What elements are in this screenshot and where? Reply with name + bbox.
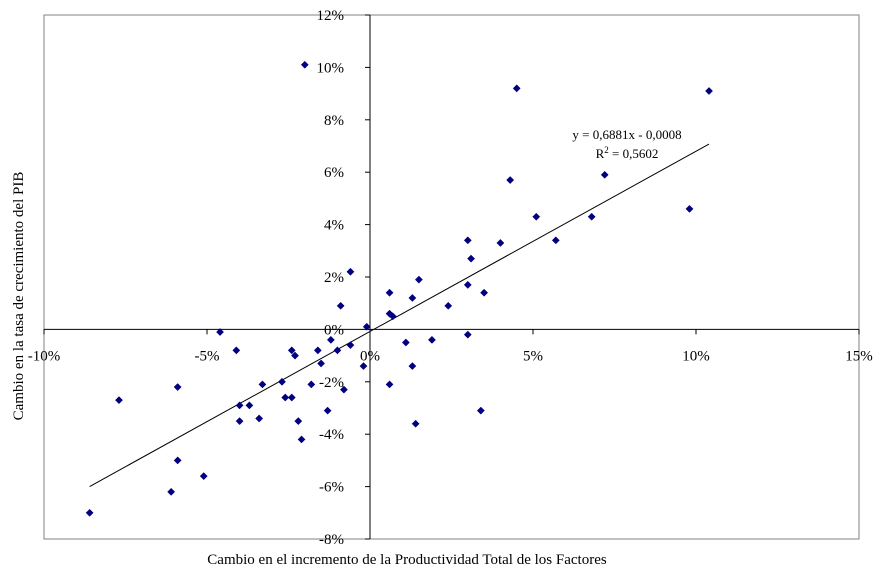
trendline	[89, 143, 710, 487]
data-point	[255, 414, 264, 423]
data-point	[173, 383, 182, 391]
r2-value: = 0,5602	[609, 146, 659, 161]
data-point	[506, 176, 515, 185]
data-point	[388, 312, 397, 321]
data-point	[199, 472, 208, 481]
data-point	[278, 377, 286, 386]
data-point	[685, 204, 694, 213]
y-tick-label: 12%	[317, 8, 345, 24]
data-point	[287, 393, 296, 402]
data-point	[346, 341, 355, 350]
data-point	[532, 212, 541, 221]
data-points-group	[85, 60, 713, 517]
data-point	[326, 335, 335, 344]
data-point	[291, 351, 299, 360]
data-point	[313, 346, 322, 355]
x-axis-title: Cambio en el incremento de la Productivi…	[207, 552, 607, 568]
data-point	[294, 417, 303, 426]
trendline-equation: y = 0,6881x - 0,0008	[572, 127, 681, 142]
data-point	[300, 60, 309, 69]
data-point	[323, 406, 332, 415]
data-point	[427, 335, 436, 344]
data-point	[173, 456, 182, 465]
x-tick-label: 15%	[845, 348, 873, 364]
data-point	[467, 254, 476, 263]
data-point	[297, 435, 306, 444]
y-tick-label: -6%	[319, 480, 344, 496]
data-point	[408, 362, 417, 371]
y-tick-label: 4%	[324, 218, 344, 234]
data-point	[463, 280, 472, 289]
y-tick-label: 6%	[324, 165, 344, 181]
y-tick-label: 8%	[324, 113, 344, 129]
data-point	[167, 487, 176, 496]
data-point	[235, 401, 244, 410]
x-tick-label: 0%	[360, 348, 380, 364]
data-point	[600, 170, 609, 179]
data-point	[115, 396, 123, 405]
data-point	[385, 380, 394, 389]
data-point	[512, 84, 521, 93]
data-point	[463, 236, 472, 245]
data-point	[339, 385, 348, 394]
data-point	[245, 401, 254, 410]
y-tick-label: -8%	[319, 532, 344, 548]
data-point	[235, 417, 244, 426]
y-tick-label: -2%	[319, 375, 344, 391]
data-point	[476, 406, 485, 415]
trendline-r2: R2 = 0,5602	[596, 145, 659, 161]
data-point	[232, 346, 241, 355]
x-tick-label: 5%	[523, 348, 543, 364]
y-tick-label: -4%	[319, 427, 344, 443]
data-point	[414, 275, 423, 284]
data-point	[463, 330, 472, 339]
data-point	[281, 393, 290, 402]
x-tick-label: -5%	[195, 348, 220, 364]
data-point	[258, 380, 267, 389]
y-axis-title: Cambio en la tasa de crecimiento del PIB	[11, 172, 27, 421]
x-tick-label: 10%	[682, 348, 710, 364]
x-tick-label: -10%	[28, 348, 61, 364]
data-point	[385, 288, 394, 297]
y-tick-label: 10%	[317, 60, 345, 76]
data-point	[705, 87, 713, 95]
data-point	[333, 346, 342, 355]
data-point	[336, 301, 345, 310]
data-point	[587, 212, 596, 221]
data-point	[496, 238, 505, 247]
trendline-group	[89, 143, 710, 487]
y-tick-label: 2%	[324, 270, 344, 286]
data-point	[401, 338, 410, 347]
data-point	[216, 328, 224, 336]
plot-area-frame	[43, 14, 860, 540]
data-point	[551, 236, 560, 245]
r2-superscript: 2	[604, 145, 609, 155]
data-point	[287, 346, 296, 355]
data-point	[411, 419, 420, 428]
data-point	[480, 288, 489, 297]
data-point	[317, 359, 326, 368]
y-tick-label: 0%	[324, 322, 344, 338]
data-point	[359, 362, 368, 371]
tick-labels-group: -10% -5% 0% 5% 10% 15% -8% -6% -4% -2% 0% 2% 4% 6% 8% 1…	[28, 8, 873, 548]
axes-group	[43, 14, 860, 540]
data-point	[408, 294, 417, 302]
data-point	[307, 380, 316, 389]
data-point	[346, 267, 355, 276]
data-point	[444, 301, 453, 310]
data-point	[362, 322, 371, 331]
r2-label: R	[596, 146, 605, 161]
data-point	[85, 508, 94, 517]
